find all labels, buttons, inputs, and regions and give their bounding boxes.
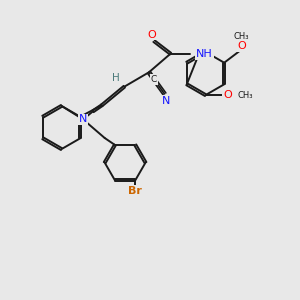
Text: O: O — [223, 90, 232, 100]
Text: N: N — [162, 95, 170, 106]
Text: NH: NH — [196, 49, 213, 59]
Text: C: C — [151, 75, 157, 84]
Text: O: O — [147, 29, 156, 40]
Text: Br: Br — [128, 186, 142, 196]
Text: N: N — [79, 114, 87, 124]
Text: CH₃: CH₃ — [238, 91, 253, 100]
Text: H: H — [112, 73, 120, 83]
Text: CH₃: CH₃ — [234, 32, 249, 41]
Text: O: O — [237, 41, 246, 51]
